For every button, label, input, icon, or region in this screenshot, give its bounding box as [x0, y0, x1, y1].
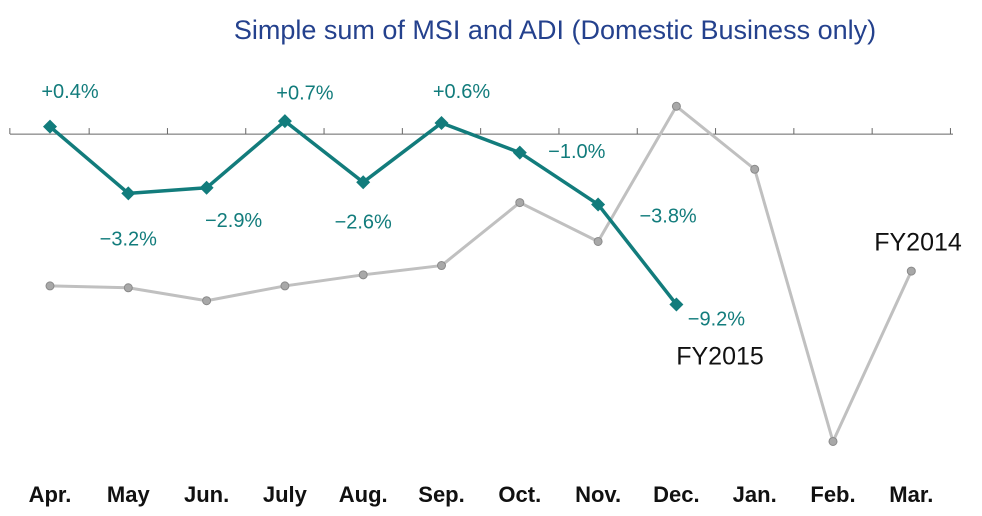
x-tick-label: Nov.: [575, 482, 621, 507]
data-label: −3.8%: [639, 206, 696, 228]
series-line: [49, 104, 913, 443]
data-label: −3.2%: [100, 229, 157, 251]
x-tick-label: Mar.: [889, 482, 933, 507]
data-point: [280, 281, 290, 291]
x-tick-label: Oct.: [498, 482, 541, 507]
data-point: [45, 281, 55, 291]
data-label: −2.9%: [205, 210, 262, 232]
data-point: [593, 236, 603, 246]
data-label: +0.7%: [276, 82, 333, 104]
data-point: [123, 283, 133, 293]
data-point: [121, 186, 136, 201]
data-point: [906, 266, 916, 276]
data-point: [358, 270, 368, 280]
data-point: [671, 101, 681, 111]
data-point: [515, 198, 525, 208]
data-point: [591, 197, 606, 212]
x-tick-label: July: [263, 482, 308, 507]
data-label: −2.6%: [335, 212, 392, 234]
data-label: −9.2%: [688, 309, 745, 331]
data-point: [434, 115, 449, 130]
x-tick-label: Aug.: [339, 482, 388, 507]
data-point: [512, 145, 527, 160]
x-tick-label: Apr.: [29, 482, 72, 507]
x-tick-label: Feb.: [810, 482, 855, 507]
x-tick-label: Jan.: [733, 482, 777, 507]
legend-label: FY2014: [874, 229, 962, 257]
chart-title: Simple sum of MSI and ADI (Domestic Busi…: [234, 15, 876, 45]
x-tick-label: Jun.: [184, 482, 229, 507]
data-point: [828, 436, 838, 446]
data-point: [43, 119, 57, 134]
data-point: [669, 297, 684, 312]
data-label: +0.6%: [433, 81, 490, 103]
data-label: −1.0%: [548, 141, 605, 163]
data-label: +0.4%: [41, 81, 98, 103]
data-point: [437, 261, 446, 271]
legend-label: FY2015: [676, 343, 764, 371]
data-point: [277, 114, 292, 129]
x-tick-label: Sep.: [418, 482, 464, 507]
data-point: [356, 175, 371, 190]
x-tick-label: May: [107, 482, 151, 507]
data-point: [750, 164, 760, 174]
x-tick-label: Dec.: [653, 482, 699, 507]
data-point: [199, 180, 214, 195]
data-point: [202, 296, 212, 306]
